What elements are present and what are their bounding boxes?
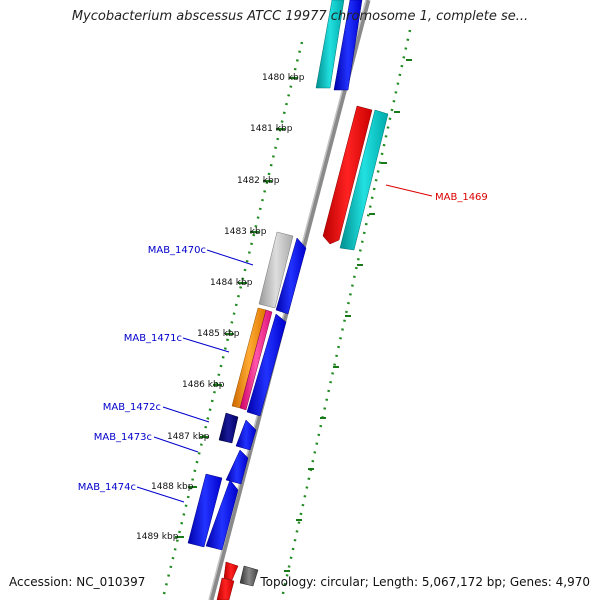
- gene-label-mab-1471c[interactable]: MAB_1471c: [124, 333, 182, 344]
- pink-feature: [239, 309, 273, 411]
- grey-feature: [258, 231, 294, 309]
- leader-line: [385, 184, 433, 197]
- kbp-tick-label: 1486 kbp: [182, 380, 225, 390]
- dark-grey-feature: [239, 565, 259, 587]
- kbp-tick-label: 1482 kbp: [237, 176, 280, 186]
- forward-gene-feature: [322, 105, 373, 245]
- genome-summary: Topology: circular; Length: 5,067,172 bp…: [260, 575, 590, 589]
- rna-feature: [315, 0, 345, 89]
- leader-line: [206, 249, 254, 266]
- kbp-tick-label: 1481 kbp: [250, 124, 293, 134]
- tick-marks: [175, 59, 412, 572]
- inner-dotted-line: [161, 41, 304, 599]
- gene-label-mab-1473c[interactable]: MAB_1473c: [94, 432, 152, 443]
- gene-label-mab-1469[interactable]: MAB_1469: [435, 192, 488, 203]
- kbp-tick-label: 1487 kbp: [167, 432, 210, 442]
- reverse-gene-feature: [235, 419, 257, 451]
- forward-gene-feature: [223, 561, 239, 581]
- leader-line: [162, 406, 210, 423]
- kbp-tick-label: 1484 kbp: [210, 278, 253, 288]
- accession-label: Accession: NC_010397: [9, 575, 146, 589]
- kbp-tick-label: 1488 kbp: [151, 482, 194, 492]
- reverse-gene-feature: [275, 237, 307, 315]
- leader-line: [182, 337, 230, 353]
- kbp-tick-label: 1489 kbp: [136, 532, 179, 542]
- gene-label-mab-1472c[interactable]: MAB_1472c: [103, 402, 161, 413]
- rna-feature: [339, 109, 389, 251]
- gene-label-mab-1474c[interactable]: MAB_1474c: [78, 482, 136, 493]
- reverse-gene-feature: [333, 0, 363, 91]
- leader-line: [136, 486, 185, 503]
- kbp-tick-label: 1480 kbp: [262, 73, 305, 83]
- map-title: Mycobacterium abscessus ATCC 19977 chrom…: [71, 9, 529, 24]
- reverse-gene-feature: [225, 449, 249, 485]
- kbp-tick-label: 1483 kbp: [224, 227, 267, 237]
- reverse-gene-feature: [246, 313, 287, 417]
- navy-feature: [218, 412, 239, 444]
- kbp-tick-label: 1485 kbp: [197, 329, 240, 339]
- leader-line: [153, 436, 199, 453]
- gene-label-mab-1470c[interactable]: MAB_1470c: [148, 245, 206, 256]
- reverse-gene-feature: [205, 479, 239, 551]
- reverse-gene-feature: [187, 473, 223, 548]
